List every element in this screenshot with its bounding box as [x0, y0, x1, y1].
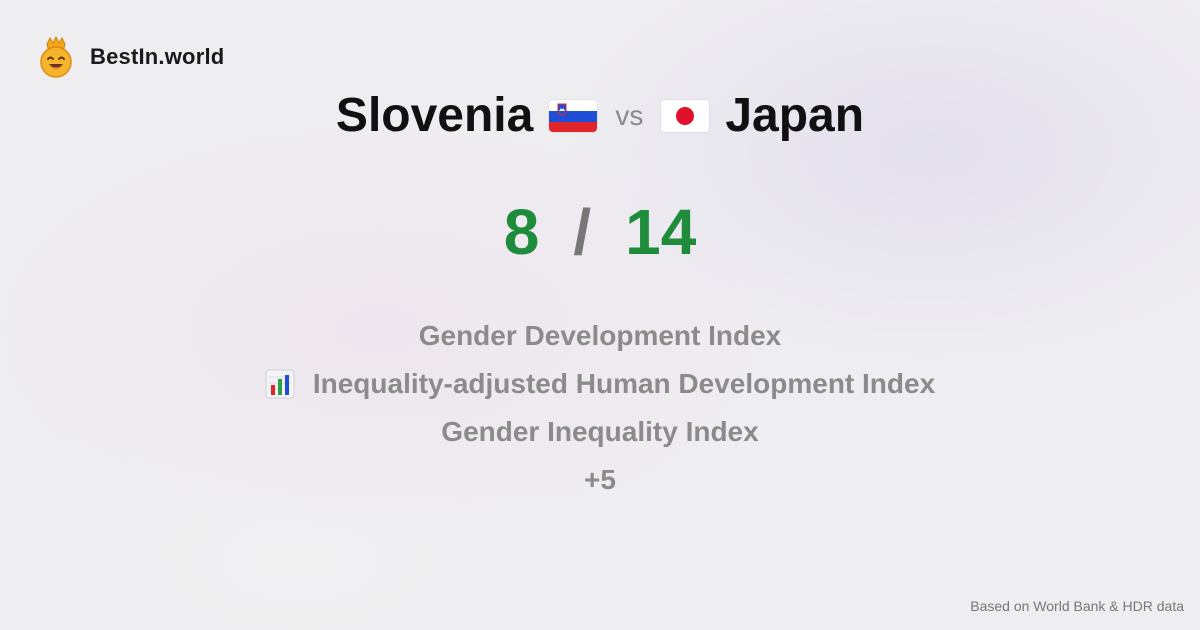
- more-metrics-count: +5: [0, 456, 1200, 504]
- left-score: 8: [503, 196, 540, 268]
- left-country-name: Slovenia: [335, 89, 534, 142]
- score: 8 / 14: [0, 196, 1200, 268]
- vs-label: vs: [615, 100, 644, 131]
- metric-list: Gender Development Index Inequality-adju…: [0, 312, 1200, 504]
- slovenia-flag-icon: [549, 100, 598, 132]
- metric-item: Gender Inequality Index: [0, 408, 1200, 456]
- metric-label: Inequality-adjusted Human Development In…: [312, 368, 936, 399]
- metric-item: Inequality-adjusted Human Development In…: [0, 360, 1200, 408]
- metric-label: Gender Development Index: [418, 320, 782, 351]
- metric-item: Gender Development Index: [0, 312, 1200, 360]
- score-separator: /: [573, 196, 592, 268]
- crowned-smiley-icon: [40, 36, 72, 78]
- right-score: 14: [625, 196, 697, 268]
- right-country-name: Japan: [725, 89, 865, 142]
- brand[interactable]: BestIn.world: [38, 36, 224, 78]
- metric-label: Gender Inequality Index: [441, 416, 759, 447]
- japan-flag-icon: [661, 100, 710, 132]
- comparison-title: Slovenia vs Japan: [0, 86, 1200, 146]
- bar-chart-icon: [265, 369, 295, 399]
- brand-name: BestIn.world: [90, 44, 225, 69]
- metric-label: +5: [584, 464, 616, 495]
- data-source-note: Based on World Bank & HDR data: [970, 598, 1184, 614]
